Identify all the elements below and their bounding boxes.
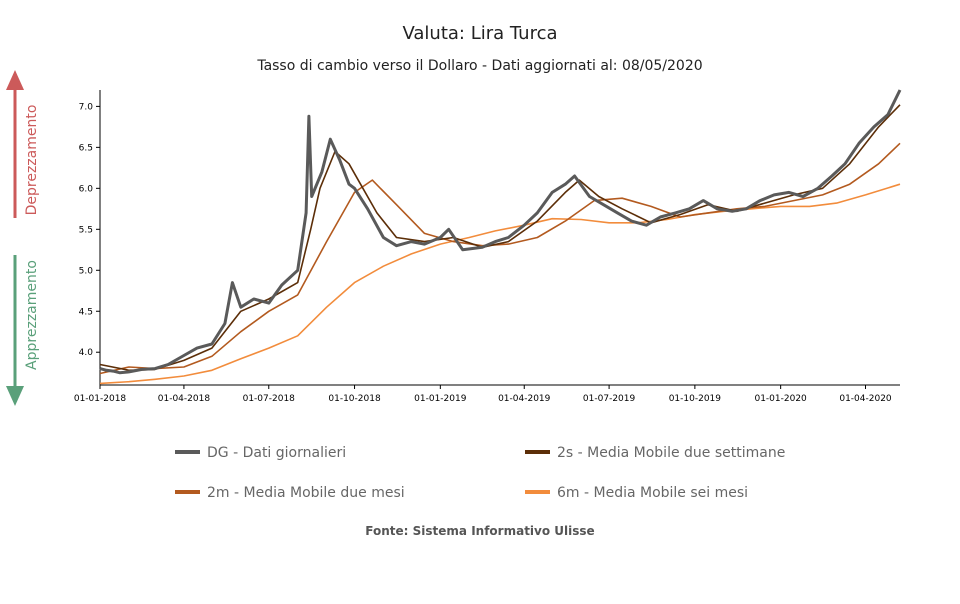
legend-label-dg: DG - Dati giornalieri <box>207 445 346 461</box>
chart-subtitle: Tasso di cambio verso il Dollaro - Dati … <box>256 58 702 74</box>
x-tick-label: 01-04-2019 <box>498 394 551 404</box>
y-tick-label: 5.0 <box>79 266 94 276</box>
up-arrow-icon <box>6 70 24 90</box>
chart-title: Valuta: Lira Turca <box>402 23 557 44</box>
y-tick-label: 4.5 <box>79 307 93 317</box>
depreciation-indicator: Deprezzamento <box>6 70 40 218</box>
legend-label-6m: 6m - Media Mobile sei mesi <box>557 485 748 501</box>
legend: DG - Dati giornalieri 2s - Media Mobile d… <box>175 445 785 501</box>
y-tick-label: 4.0 <box>79 348 94 358</box>
x-tick-label: 01-07-2019 <box>583 394 636 404</box>
legend-label-2s: 2s - Media Mobile due settimane <box>557 445 785 461</box>
x-tick-label: 01-04-2018 <box>158 394 211 404</box>
down-arrow-icon <box>6 386 24 406</box>
x-tick-label: 01-10-2018 <box>328 394 381 404</box>
x-tick-label: 01-01-2018 <box>74 394 127 404</box>
y-tick-label: 6.0 <box>79 184 94 194</box>
axes: 4.0 4.5 5.0 5.5 6.0 6.5 7.0 01-01-2018 01-04-201… <box>74 90 900 404</box>
source-note: Fonte: Sistema Informativo Ulisse <box>365 524 594 538</box>
series-line-dg <box>99 89 902 375</box>
x-tick-label: 01-10-2019 <box>669 394 722 404</box>
depreciation-label: Deprezzamento <box>24 105 40 216</box>
x-tick-label: 01-01-2019 <box>414 394 467 404</box>
x-tick-label: 01-01-2020 <box>754 394 807 404</box>
y-tick-label: 7.0 <box>79 102 94 112</box>
legend-label-2m: 2m - Media Mobile due mesi <box>207 485 405 501</box>
appreciation-label: Apprezzamento <box>24 260 40 370</box>
y-tick-label: 5.5 <box>79 225 93 235</box>
appreciation-indicator: Apprezzamento <box>6 255 40 406</box>
x-tick-label: 01-04-2020 <box>839 394 892 404</box>
series-line-6m <box>99 183 901 385</box>
y-tick-label: 6.5 <box>79 143 93 153</box>
series-lines <box>99 89 902 385</box>
x-tick-label: 01-07-2018 <box>243 394 296 404</box>
